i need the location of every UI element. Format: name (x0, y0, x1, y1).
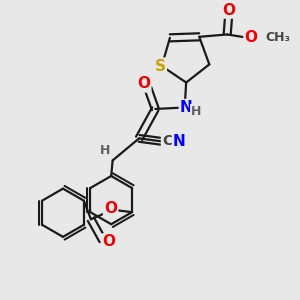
Text: O: O (104, 201, 117, 216)
Text: O: O (244, 31, 257, 46)
Text: O: O (222, 3, 235, 18)
Text: H: H (100, 144, 110, 157)
Text: O: O (137, 76, 150, 92)
Text: N: N (180, 100, 193, 115)
Text: C: C (162, 134, 172, 148)
Text: N: N (173, 134, 186, 149)
Text: CH₃: CH₃ (266, 32, 290, 44)
Text: S: S (155, 58, 166, 74)
Text: H: H (191, 104, 201, 118)
Text: O: O (103, 234, 116, 249)
